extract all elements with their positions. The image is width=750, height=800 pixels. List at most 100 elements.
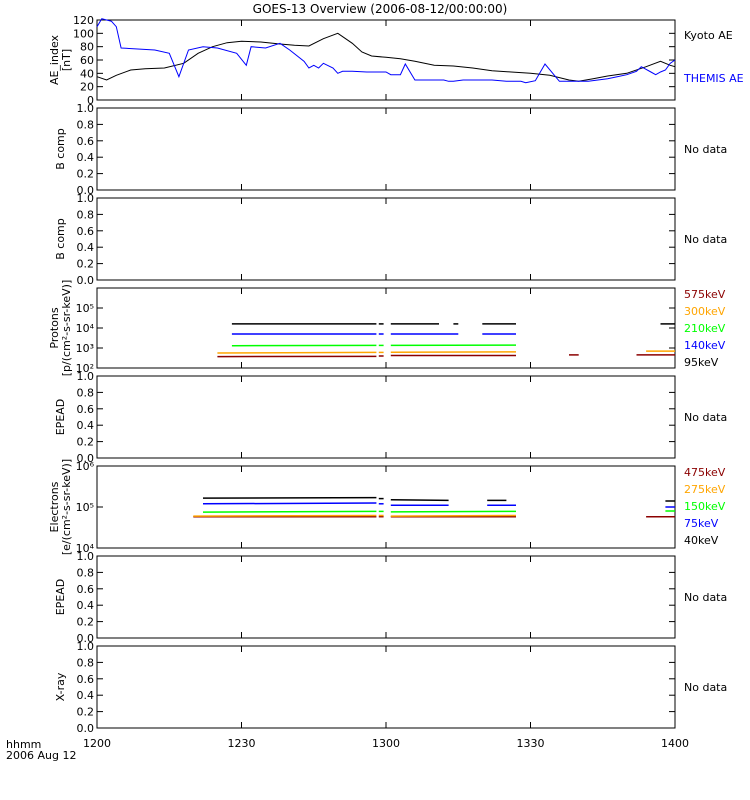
y-tick-label: 60 (80, 54, 94, 67)
series-segment (202, 496, 377, 499)
y-tick-label: 40 (80, 67, 94, 80)
y-tick-label: 0.2 (77, 436, 95, 449)
y-tick-label: 0.0 (77, 632, 95, 645)
y-tick-label: 0.2 (77, 706, 95, 719)
y-tick-label: 100 (73, 27, 94, 40)
y-tick-label: 0.2 (77, 258, 95, 271)
series-300kev (217, 350, 675, 354)
series-segment (202, 502, 377, 505)
y-tick-label: 0.6 (77, 583, 95, 596)
panel-2: 0.0 0.2 0.4 0.6 0.8 1.0 B comp No data (54, 102, 727, 197)
panel-7: 0.0 0.2 0.4 0.6 0.8 1.0 EPEAD No data (54, 550, 727, 645)
series-segment (217, 351, 377, 354)
y-tick-label: 0.8 (77, 208, 95, 221)
y-tick-label: 1.0 (77, 550, 95, 563)
no-data-label: No data (684, 681, 727, 694)
y-tick-label: 10³ (76, 342, 94, 355)
series-75kev (202, 502, 675, 508)
series-segment (390, 510, 517, 513)
y-tick-label: 10⁵ (76, 302, 94, 315)
x-tick-label: 1300 (372, 737, 400, 750)
series-themis-ae (96, 18, 676, 84)
y-axis-label: B comp (54, 128, 67, 170)
y-axis-label: X-ray (54, 672, 67, 701)
panel-frame (96, 465, 676, 549)
panel-3: 0.0 0.2 0.4 0.6 0.8 1.0 B comp No data (54, 192, 727, 287)
panel-frame (96, 645, 676, 729)
panel-frame (96, 197, 676, 281)
y-tick-label: 1.0 (77, 192, 95, 205)
y-axis-label: EPEAD (54, 399, 67, 436)
y-axis-label: B comp (54, 218, 67, 260)
y-tick-label: 0 (87, 94, 94, 107)
footer-date: 2006 Aug 12 (6, 749, 76, 762)
y-axis-label: [nT] (60, 49, 73, 71)
legend-label: 150keV (684, 500, 726, 513)
series-segment (193, 514, 377, 517)
y-tick-label: 1.0 (77, 102, 95, 115)
y-tick-label: 10⁴ (76, 542, 95, 555)
figure-title: GOES-13 Overview (2006-08-12/00:00:00) (253, 2, 508, 16)
legend-label: 300keV (684, 305, 726, 318)
legend-label: 40keV (684, 534, 719, 547)
legend-label: 275keV (684, 483, 726, 496)
y-tick-label: 0.4 (77, 151, 95, 164)
y-tick-label: 0.0 (77, 184, 95, 197)
panel-frame (96, 107, 676, 191)
no-data-label: No data (684, 591, 727, 604)
footer-hhmm: hhmm (6, 738, 41, 751)
y-tick-label: 1.0 (77, 640, 95, 653)
series-line (96, 32, 676, 82)
x-tick-label: 1330 (517, 737, 545, 750)
panel-5: 0.0 0.2 0.4 0.6 0.8 1.0 EPEAD No data (54, 370, 727, 465)
y-tick-label: 0.0 (77, 452, 95, 465)
series-kyoto-ae (96, 32, 676, 82)
legend-label: 75keV (684, 517, 719, 530)
legend-label: 210keV (684, 322, 726, 335)
y-tick-label: 0.4 (77, 689, 95, 702)
series-275kev (193, 514, 517, 517)
y-tick-label: 0.6 (77, 673, 95, 686)
y-tick-label: 0.4 (77, 599, 95, 612)
no-data-label: No data (684, 233, 727, 246)
y-tick-label: 0.2 (77, 616, 95, 629)
y-axis-label: Protons (48, 307, 61, 348)
y-tick-label: 0.8 (77, 566, 95, 579)
y-tick-label: 0.2 (77, 168, 95, 181)
y-tick-label: 0.8 (77, 386, 95, 399)
y-axis-label: AE_index (48, 34, 61, 85)
y-tick-label: 0.0 (77, 274, 95, 287)
y-tick-label: 0.6 (77, 135, 95, 148)
x-tick-label: 1230 (228, 737, 256, 750)
panel-frame (96, 555, 676, 639)
no-data-label: No data (684, 143, 727, 156)
legend-label: 575keV (684, 288, 726, 301)
x-tick-label: 1400 (661, 737, 689, 750)
series-210kev (231, 344, 517, 347)
series-40kev (202, 496, 675, 502)
y-axis-label: Electrons (48, 481, 61, 532)
series-segment (202, 510, 377, 513)
legend-label: 475keV (684, 466, 726, 479)
y-tick-label: 20 (80, 81, 94, 94)
legend-label: 95keV (684, 356, 719, 369)
y-axis-label: [e/(cm²-s-sr-keV)] (60, 459, 73, 555)
y-tick-label: 0.4 (77, 419, 95, 432)
panel-8: 0.0 0.2 0.4 0.6 0.8 1.0 1200 1230 1300 1330 1400 X-… (54, 640, 727, 750)
x-tick-label: 1200 (83, 737, 111, 750)
legend-label: THEMIS AE (683, 72, 744, 85)
y-axis-label: [p/(cm²-s-sr-keV)] (60, 280, 73, 377)
y-tick-label: 10⁶ (76, 460, 95, 473)
series-segment (390, 499, 449, 502)
y-tick-label: 120 (73, 14, 94, 27)
y-axis-label: EPEAD (54, 579, 67, 616)
legend-label: Kyoto AE (684, 29, 733, 42)
no-data-label: No data (684, 411, 727, 424)
y-tick-label: 0.8 (77, 656, 95, 669)
panel-frame (96, 19, 676, 101)
y-tick-label: 10⁵ (76, 501, 94, 514)
legend-label: 140keV (684, 339, 726, 352)
y-tick-label: 0.6 (77, 225, 95, 238)
